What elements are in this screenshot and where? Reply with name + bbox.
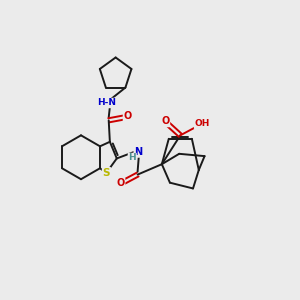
Text: S: S bbox=[103, 168, 110, 178]
Text: O: O bbox=[124, 111, 132, 122]
Text: OH: OH bbox=[195, 119, 210, 128]
Text: N: N bbox=[134, 147, 142, 157]
Text: H: H bbox=[128, 154, 136, 163]
Text: O: O bbox=[116, 178, 124, 188]
Text: O: O bbox=[161, 116, 170, 127]
Text: H-N: H-N bbox=[97, 98, 116, 107]
